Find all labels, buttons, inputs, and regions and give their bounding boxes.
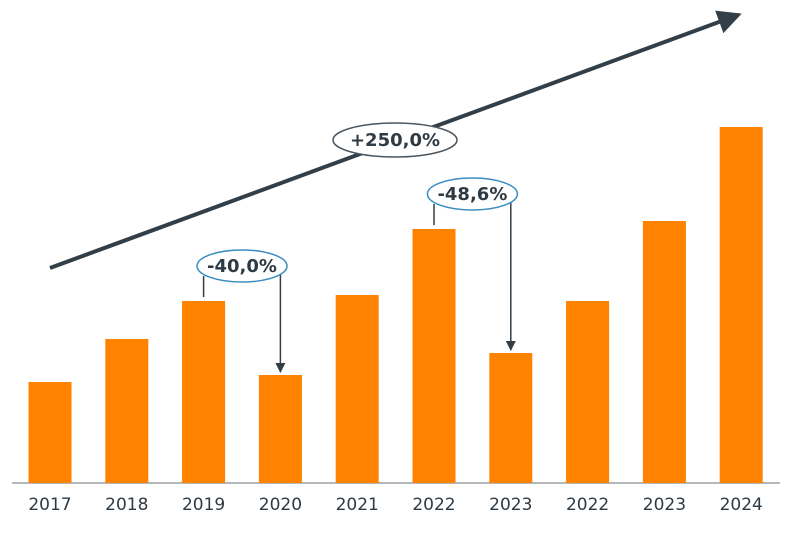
annotation-label: -48,6% (437, 184, 507, 205)
annotation-bubble (196, 249, 288, 283)
bar (412, 229, 456, 483)
x-tick-label: 2023 (643, 495, 686, 515)
x-tick-label: 2023 (489, 495, 532, 515)
bar (335, 295, 379, 483)
trend-bubble (332, 122, 458, 158)
bar (566, 301, 610, 483)
bar (489, 353, 533, 483)
annotation-bubble (426, 177, 519, 211)
bar (258, 375, 302, 483)
bar (719, 127, 763, 483)
bar (182, 301, 226, 483)
x-tick-label: 2024 (720, 495, 763, 515)
annotation-label: -40,0% (207, 256, 277, 277)
x-tick-label: 2022 (566, 495, 609, 515)
x-tick-label: 2018 (105, 495, 148, 515)
x-tick-label: 2020 (259, 495, 302, 515)
bar (105, 339, 149, 483)
x-tick-label: 2021 (336, 495, 379, 515)
x-tick-label: 2022 (412, 495, 455, 515)
bar (28, 382, 72, 483)
bar (642, 221, 686, 483)
trend-label: +250,0% (350, 130, 440, 151)
x-tick-label: 2019 (182, 495, 225, 515)
x-tick-label: 2017 (28, 495, 71, 515)
